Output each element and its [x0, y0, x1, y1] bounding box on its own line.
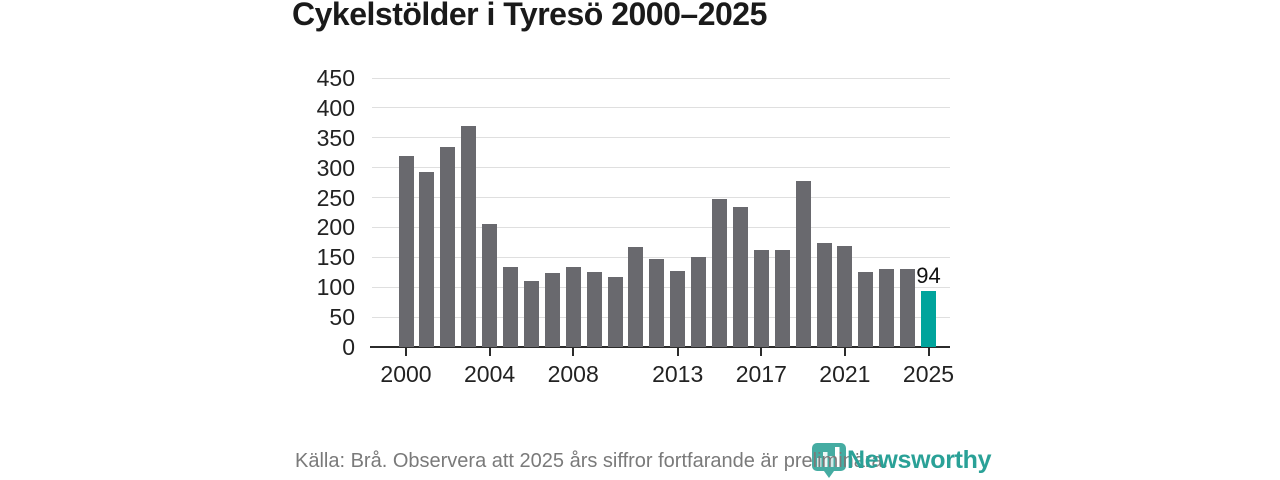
bar-2015	[712, 199, 727, 347]
bar-2010	[607, 277, 623, 347]
x-axis-tick	[676, 348, 679, 356]
gridline	[372, 137, 950, 139]
gridline	[372, 197, 950, 199]
y-axis-label: 0	[342, 334, 355, 360]
y-axis-label: 350	[316, 124, 355, 151]
x-axis-label: 2004	[464, 361, 516, 387]
bar-2006	[523, 281, 539, 347]
x-axis-label: 2025	[902, 361, 955, 387]
bar-2004	[482, 224, 498, 347]
bar-2019	[795, 181, 811, 347]
y-axis-label: 50	[329, 304, 355, 331]
x-axis-tick	[488, 348, 491, 356]
chart-title: Cykelstölder i Tyresö 2000–2025	[292, 0, 767, 32]
bar-2017	[753, 249, 769, 347]
x-axis-label: 2021	[819, 361, 871, 387]
bar-2013	[670, 271, 686, 347]
bar-2003	[461, 125, 477, 347]
bar-2014	[691, 257, 707, 347]
y-axis-label: 400	[316, 94, 355, 121]
gridline	[372, 256, 950, 258]
gridline	[372, 167, 950, 169]
y-axis-label: 100	[316, 274, 355, 301]
x-axis-label: 2017	[735, 361, 787, 387]
y-axis-label: 200	[316, 214, 355, 241]
x-axis-tick	[572, 348, 575, 356]
bar-2025	[921, 290, 936, 347]
bar-2002	[440, 146, 456, 347]
x-axis-label: 2000	[380, 361, 432, 387]
bar-2022	[858, 272, 874, 347]
x-axis-tick	[760, 348, 763, 356]
y-axis-label: 250	[316, 184, 355, 211]
logo-bar-1	[817, 458, 822, 467]
source-note: Källa: Brå. Observera att 2025 års siffr…	[295, 450, 889, 472]
logo-bar-2	[823, 452, 828, 467]
y-axis-label: 150	[316, 244, 355, 271]
bar-2020	[816, 243, 832, 347]
logo-bar-3	[829, 456, 834, 467]
bar-2005	[503, 266, 518, 347]
bar-2024	[900, 269, 916, 347]
gridline	[372, 107, 950, 109]
y-axis-label: 450	[316, 65, 355, 91]
bar-2000	[398, 155, 414, 347]
newsworthy-wordmark: Newsworthy	[847, 446, 992, 474]
x-axis-label: 2008	[547, 361, 599, 387]
newsworthy-logo-icon	[812, 443, 846, 478]
bar-2007	[544, 273, 560, 347]
bar-2018	[774, 249, 790, 347]
bar-2009	[586, 272, 602, 347]
bar-2012	[649, 258, 665, 347]
y-axis-label: 300	[316, 154, 355, 181]
bar-2008	[565, 266, 581, 347]
bar-2011	[628, 246, 644, 347]
bar-2023	[879, 268, 895, 347]
x-axis-tick	[927, 348, 930, 356]
logo-bar-4	[835, 447, 840, 467]
bar-2016	[732, 206, 748, 347]
bar-2001	[419, 172, 435, 347]
plot-area: 0 50 100 150 200 250 300 350 400 450 2000 2004 2008 2…	[317, 66, 954, 387]
bar-value-label: 94	[916, 262, 941, 288]
bar-2021	[837, 245, 853, 347]
x-axis-label: 2013	[652, 361, 704, 387]
x-axis-tick	[843, 348, 846, 356]
gridline	[372, 77, 950, 79]
gridline	[372, 226, 950, 228]
x-axis-tick	[405, 348, 407, 356]
